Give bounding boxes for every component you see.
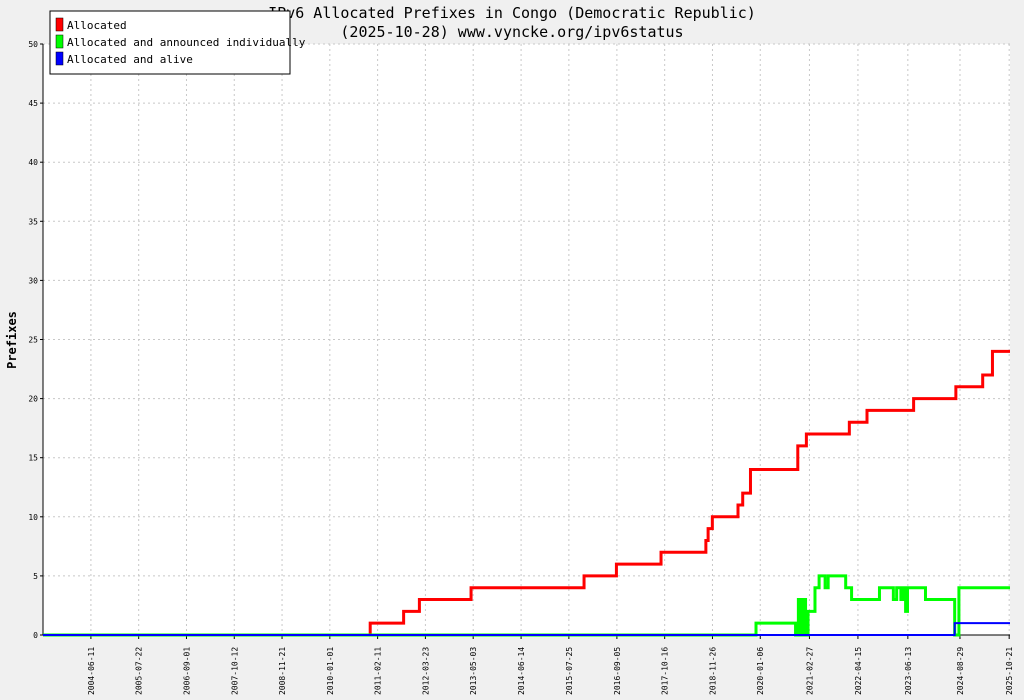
legend-label: Allocated and announced individually xyxy=(67,36,306,49)
grid xyxy=(43,43,1010,635)
x-tick-label: 2016-09-05 xyxy=(613,647,622,695)
y-tick-label: 10 xyxy=(28,513,38,522)
legend: Allocated Allocated and announced individ… xyxy=(49,10,306,75)
x-tick-label: 2022-04-15 xyxy=(854,647,863,695)
legend-swatch xyxy=(55,34,64,49)
legend-swatch xyxy=(55,17,64,32)
legend-box xyxy=(49,10,291,75)
x-tick-label: 2017-10-16 xyxy=(661,647,670,695)
y-tick-label: 30 xyxy=(28,276,38,285)
y-tick-label: 45 xyxy=(28,99,38,108)
x-tick-label: 2004-06-11 xyxy=(87,647,96,695)
y-tick-label: 20 xyxy=(28,395,38,404)
y-tick-label: 35 xyxy=(28,217,38,226)
y-tick-label: 0 xyxy=(33,631,38,640)
legend-swatch xyxy=(55,51,64,66)
chart-subtitle: (2025-10-28) www.vyncke.org/ipv6status xyxy=(340,23,683,41)
x-tick-label: 2006-09-01 xyxy=(182,647,191,695)
legend-label: Allocated xyxy=(67,19,127,32)
x-tick-labels: 2004-06-11 2005-07-22 2006-09-01 2007-10-12… xyxy=(87,647,1014,695)
x-tick-label: 2007-10-12 xyxy=(230,647,239,695)
y-tick-label: 25 xyxy=(28,336,38,345)
x-tick-label: 2020-01-06 xyxy=(756,647,765,695)
y-tick-label: 5 xyxy=(33,572,38,581)
x-tick-label: 2024-08-29 xyxy=(956,647,965,695)
series-line-2 xyxy=(43,574,1010,637)
x-tick-label: 2005-07-22 xyxy=(135,647,144,695)
x-tick-label: 2025-10-21 xyxy=(1005,647,1014,695)
y-tick-label: 40 xyxy=(28,158,38,167)
x-tick-label: 2023-06-13 xyxy=(904,647,913,695)
y-tick-labels: 0 5 10 15 20 25 30 35 40 45 50 xyxy=(28,40,38,640)
y-tick-label: 50 xyxy=(28,40,38,49)
x-tick-label: 2012-03-23 xyxy=(421,647,430,695)
y-tick-label: 15 xyxy=(28,454,38,463)
x-tick-label: 2011-02-11 xyxy=(374,647,383,695)
series-line-1 xyxy=(43,349,1010,637)
x-tick-label: 2010-01-01 xyxy=(326,647,335,695)
x-tick-label: 2018-11-26 xyxy=(708,647,717,695)
x-tick-label: 2014-06-14 xyxy=(517,647,526,695)
x-tick-label: 2015-07-25 xyxy=(565,647,574,695)
x-tick-label: 2021-02-27 xyxy=(805,647,814,695)
chart-title: IPv6 Allocated Prefixes in Congo (Democr… xyxy=(268,4,756,22)
x-tick-label: 2008-11-21 xyxy=(278,647,287,695)
series-line-3 xyxy=(43,622,1010,636)
legend-label: Allocated and alive xyxy=(67,53,193,66)
x-tick-label: 2013-05-03 xyxy=(469,647,478,695)
y-axis-label: Prefixes xyxy=(5,311,19,369)
series-lines xyxy=(43,349,1010,637)
